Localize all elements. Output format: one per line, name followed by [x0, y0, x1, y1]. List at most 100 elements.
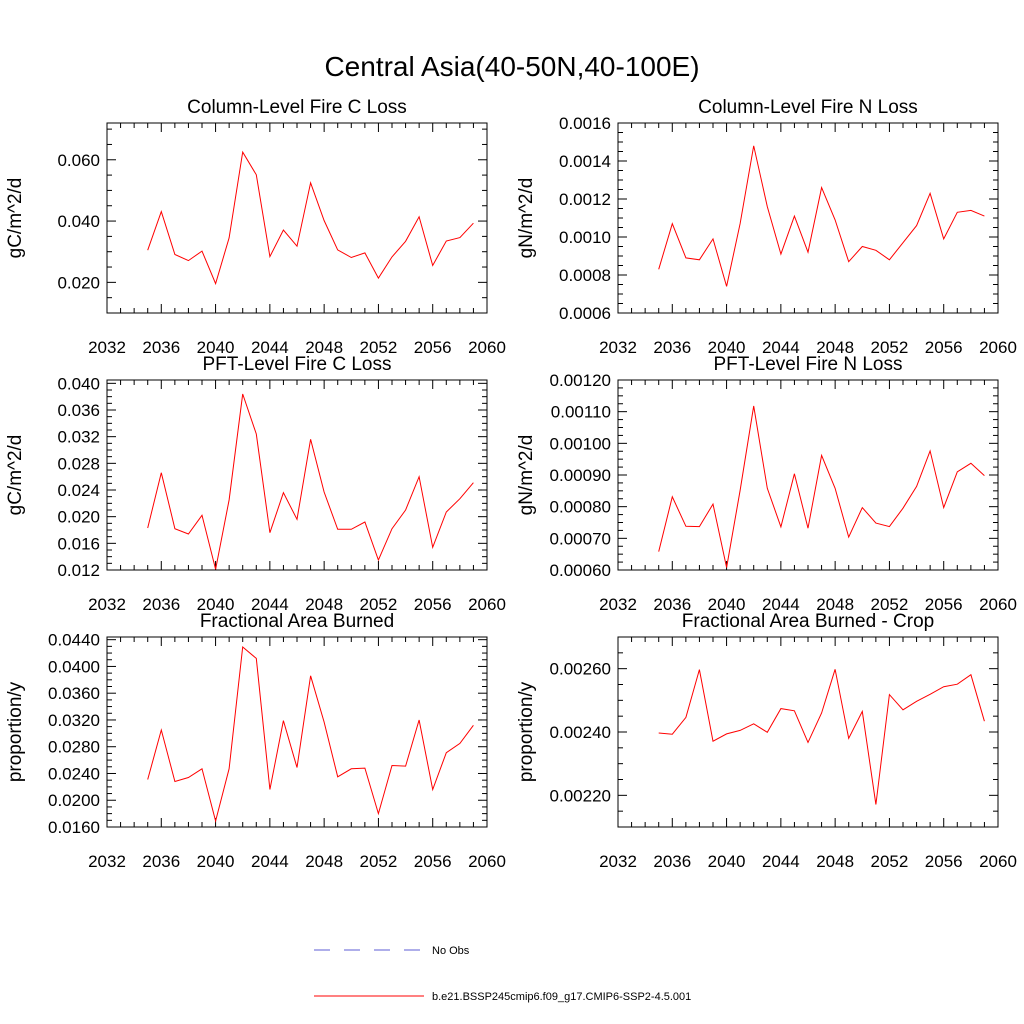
plot-frame: [617, 379, 999, 571]
x-tick-label: 2040: [708, 338, 746, 357]
y-tick-label: 0.024: [57, 481, 100, 500]
x-tick-label: 2032: [88, 852, 126, 871]
y-tick-label: 0.016: [57, 534, 100, 553]
plot-frame: [106, 122, 488, 314]
panel-6: Fractional Area Burned - Crop proportion/…: [516, 611, 1017, 871]
series-line: [658, 145, 985, 287]
x-tick-label: 2044: [251, 852, 289, 871]
y-tick-label: 0.00080: [550, 498, 611, 517]
y-tick-label: 0.0240: [48, 764, 100, 783]
x-tick-label: 2032: [599, 595, 637, 614]
x-tick-label: 2044: [251, 338, 289, 357]
y-tick-label: 0.028: [57, 454, 100, 473]
y-tick-label: 0.0320: [48, 711, 100, 730]
y-tick-label: 0.032: [57, 428, 100, 447]
y-tick-label: 0.00070: [550, 529, 611, 548]
x-tick-label: 2048: [305, 338, 343, 357]
y-tick-label: 0.0280: [48, 738, 100, 757]
figure-title: Central Asia(40-50N,40-100E): [324, 51, 699, 82]
series-line: [147, 393, 474, 570]
x-tick-label: 2052: [360, 852, 398, 871]
x-tick-label: 2052: [360, 338, 398, 357]
x-tick-label: 2056: [925, 338, 963, 357]
x-tick-label: 2060: [468, 595, 506, 614]
plot-frame: [106, 636, 488, 828]
legend-label-no-obs: No Obs: [432, 945, 470, 957]
legend: No Obs b.e21.BSSP245cmip6.f09_g17.CMIP6-…: [314, 945, 691, 1003]
y-tick-label: 0.0400: [48, 657, 100, 676]
x-tick-label: 2060: [979, 852, 1017, 871]
x-tick-label: 2044: [762, 338, 800, 357]
y-tick-label: 0.020: [57, 508, 100, 527]
y-tick-label: 0.040: [57, 374, 100, 393]
legend-label-model: b.e21.BSSP245cmip6.f09_g17.CMIP6-SSP2-4.…: [432, 991, 691, 1003]
x-tick-label: 2052: [871, 852, 909, 871]
panel-title: PFT-Level Fire N Loss: [714, 354, 903, 375]
x-tick-label: 2040: [708, 595, 746, 614]
y-tick-label: 0.00260: [550, 660, 611, 679]
x-tick-label: 2048: [305, 595, 343, 614]
plot-frame: [617, 122, 999, 314]
x-tick-label: 2032: [88, 595, 126, 614]
x-tick-label: 2052: [360, 595, 398, 614]
y-tick-label: 0.0006: [559, 304, 611, 323]
y-tick-label: 0.020: [57, 273, 100, 292]
x-tick-label: 2052: [871, 338, 909, 357]
x-tick-label: 2056: [925, 595, 963, 614]
x-tick-label: 2032: [599, 338, 637, 357]
y-tick-label: 0.0360: [48, 684, 100, 703]
x-tick-label: 2048: [305, 852, 343, 871]
x-tick-label: 2060: [468, 852, 506, 871]
y-tick-label: 0.00060: [550, 561, 611, 580]
panel-3: PFT-Level Fire C Loss gC/m^2/d 2032 2036 204…: [5, 354, 506, 614]
x-tick-label: 2052: [871, 595, 909, 614]
x-tick-label: 2036: [142, 595, 180, 614]
x-tick-label: 2044: [762, 595, 800, 614]
y-axis-label: proportion/y: [5, 681, 26, 782]
panels: Column-Level Fire C Loss gC/m^2/d 2032 2036…: [5, 97, 1017, 871]
y-tick-label: 0.060: [57, 151, 100, 170]
x-tick-label: 2036: [142, 338, 180, 357]
y-tick-label: 0.00090: [550, 466, 611, 485]
panel-5: Fractional Area Burned proportion/y 2032 20…: [5, 611, 506, 871]
panel-1: Column-Level Fire C Loss gC/m^2/d 2032 2036…: [5, 97, 506, 357]
y-axis-label: gC/m^2/d: [5, 178, 26, 259]
panel-4: PFT-Level Fire N Loss gN/m^2/d 2032 2036 204…: [516, 354, 1017, 614]
y-tick-label: 0.036: [57, 401, 100, 420]
x-tick-label: 2036: [653, 338, 691, 357]
y-tick-label: 0.00220: [550, 786, 611, 805]
x-tick-label: 2056: [925, 852, 963, 871]
x-tick-label: 2040: [197, 852, 235, 871]
x-tick-label: 2040: [197, 595, 235, 614]
plot-frame: [106, 379, 488, 571]
x-tick-label: 2040: [708, 852, 746, 871]
y-axis-label: gN/m^2/d: [516, 435, 537, 516]
x-tick-label: 2056: [414, 338, 452, 357]
series-line: [147, 150, 474, 286]
x-tick-label: 2036: [653, 852, 691, 871]
y-tick-label: 0.0440: [48, 631, 100, 650]
panel-title: Fractional Area Burned: [200, 611, 394, 632]
panel-title: PFT-Level Fire C Loss: [203, 354, 392, 375]
series-line: [658, 669, 985, 805]
x-tick-label: 2032: [88, 338, 126, 357]
series-line: [658, 405, 985, 568]
y-tick-label: 0.00110: [551, 403, 611, 422]
x-tick-label: 2048: [816, 338, 854, 357]
y-tick-label: 0.0014: [559, 152, 611, 171]
series-line: [147, 646, 474, 823]
panel-2: Column-Level Fire N Loss gN/m^2/d 2032 2036…: [516, 97, 1017, 357]
y-tick-label: 0.00240: [550, 723, 611, 742]
x-tick-label: 2040: [197, 338, 235, 357]
x-tick-label: 2044: [251, 595, 289, 614]
x-tick-label: 2048: [816, 852, 854, 871]
y-axis-label: proportion/y: [516, 681, 537, 782]
x-tick-label: 2036: [142, 852, 180, 871]
panel-title: Column-Level Fire N Loss: [698, 97, 918, 118]
y-tick-label: 0.0010: [559, 228, 611, 247]
plot-frame: [617, 636, 999, 828]
x-tick-label: 2044: [762, 852, 800, 871]
y-tick-label: 0.012: [57, 561, 100, 580]
y-axis-label: gC/m^2/d: [5, 435, 26, 516]
